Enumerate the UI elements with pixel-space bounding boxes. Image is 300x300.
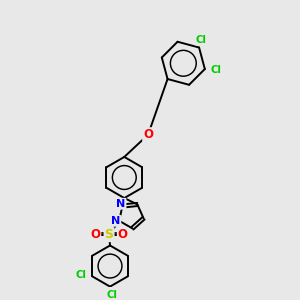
Text: N: N: [116, 199, 126, 209]
Text: O: O: [90, 228, 100, 241]
Text: Cl: Cl: [210, 65, 221, 76]
Text: Cl: Cl: [76, 270, 87, 280]
Text: O: O: [118, 228, 128, 241]
Text: N: N: [111, 216, 120, 226]
Text: S: S: [105, 228, 114, 241]
Text: Cl: Cl: [195, 34, 206, 44]
Text: O: O: [143, 128, 153, 141]
Text: Cl: Cl: [106, 290, 117, 300]
